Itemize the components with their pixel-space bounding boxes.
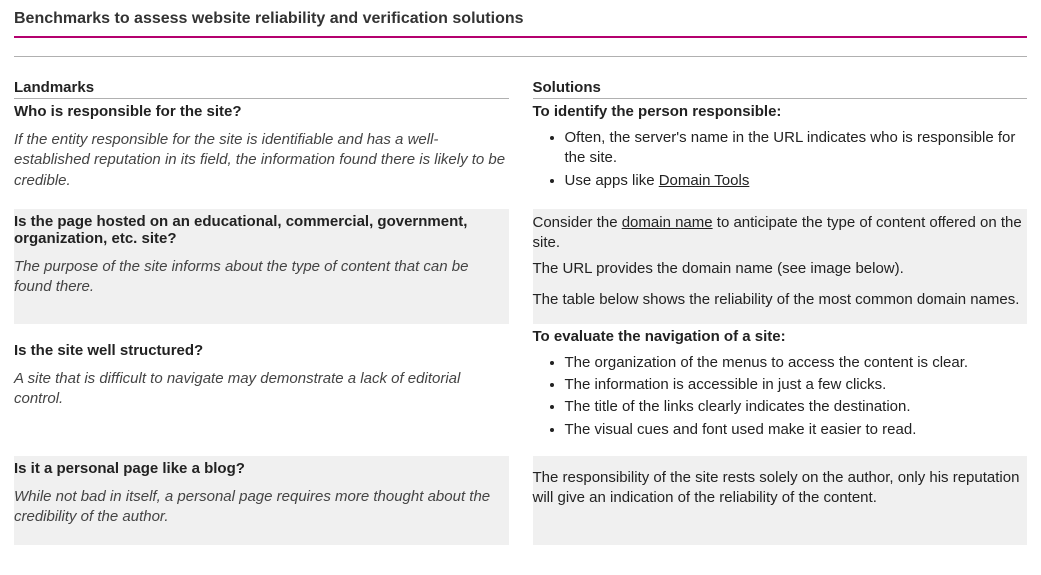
accent-rule [14,36,1027,38]
column-header-landmarks: Landmarks [14,79,509,99]
solution-bullets: The organization of the menus to access … [533,353,1028,440]
solution-bullets: Often, the server's name in the URL indi… [533,128,1028,191]
solution-cell: To identify the person responsible: Ofte… [533,99,1028,209]
benchmark-table: Landmarks Solutions Who is responsible f… [14,79,1027,545]
bullet-item: The title of the links clearly indicates… [565,397,1028,417]
domain-name-link[interactable]: domain name [622,214,713,231]
landmark-explain: While not bad in itself, a personal page… [14,487,509,528]
page-title: Benchmarks to assess website reliability… [14,10,1027,28]
solution-cell: The responsibility of the site rests sol… [533,456,1028,546]
solution-lead: To identify the person responsible: [533,103,1028,120]
bullet-item: The information is accessible in just a … [565,375,1028,395]
bullet-item: Often, the server's name in the URL indi… [565,128,1028,169]
column-header-solutions: Solutions [533,79,1028,99]
landmark-question: Is it a personal page like a blog? [14,458,509,477]
solution-lead: To evaluate the navigation of a site: [533,328,1028,345]
landmark-explain: A site that is difficult to navigate may… [14,369,509,410]
bullet-text: Use apps like [565,172,659,189]
landmark-explain: If the entity responsible for the site i… [14,130,509,191]
text-span: Consider the [533,214,622,231]
solution-text: The URL provides the domain name (see im… [533,259,1028,279]
landmark-question: Who is responsible for the site? [14,101,509,120]
solution-cell: Consider the domain name to anticipate t… [533,209,1028,324]
landmark-cell: Is the page hosted on an educational, co… [14,209,509,324]
landmark-cell: Who is responsible for the site? If the … [14,99,509,209]
solution-text: Consider the domain name to anticipate t… [533,213,1028,254]
solution-text: The responsibility of the site rests sol… [533,468,1028,509]
landmark-cell: Is the site well structured? A site that… [14,324,509,456]
landmark-cell: Is it a personal page like a blog? While… [14,456,509,546]
solution-cell: To evaluate the navigation of a site: Th… [533,324,1028,456]
bullet-item: The visual cues and font used make it ea… [565,420,1028,440]
solution-text: The table below shows the reliability of… [533,290,1028,310]
domain-tools-link[interactable]: Domain Tools [659,172,750,189]
bullet-item: Use apps like Domain Tools [565,171,1028,191]
separator-rule [14,56,1027,57]
landmark-question: Is the page hosted on an educational, co… [14,211,509,247]
landmark-question: Is the site well structured? [14,340,509,359]
bullet-item: The organization of the menus to access … [565,353,1028,373]
landmark-explain: The purpose of the site informs about th… [14,257,509,298]
